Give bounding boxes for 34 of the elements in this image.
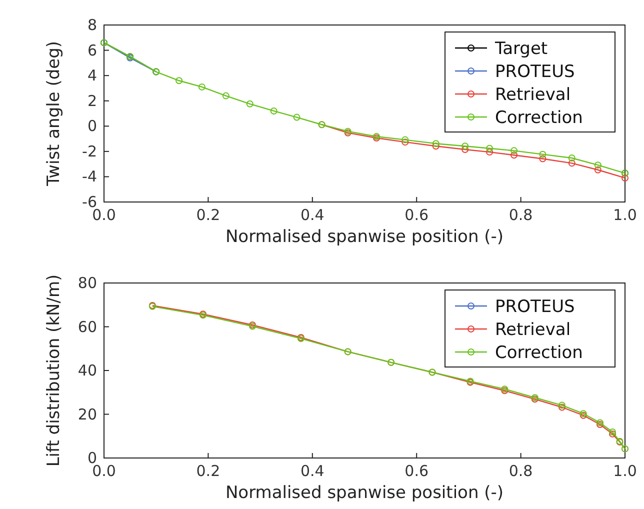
y-tick-label: 2 — [87, 92, 97, 110]
legend-label: Target — [494, 39, 548, 59]
legend-label: PROTEUS — [495, 62, 575, 82]
y-tick-label: 60 — [78, 318, 97, 336]
y-tick-label: 40 — [78, 362, 97, 380]
x-tick-label: 0.6 — [404, 206, 429, 224]
x-axis-title: Normalised spanwise position (-) — [225, 227, 504, 247]
y-tick-label: -2 — [82, 142, 97, 160]
x-tick-label: 0.8 — [508, 206, 533, 224]
x-tick-label: 0.2 — [196, 206, 220, 224]
y-axis-title: Twist angle (deg) — [44, 41, 64, 187]
y-tick-label: -4 — [82, 168, 97, 186]
legend-label: Correction — [495, 343, 583, 363]
x-tick-label: 0.4 — [300, 462, 324, 480]
legend-label: Retrieval — [495, 85, 571, 105]
x-tick-label: 0.0 — [92, 462, 116, 480]
x-tick-label: 0.6 — [404, 462, 429, 480]
legend-label: PROTEUS — [495, 297, 575, 317]
x-tick-label: 1.0 — [613, 462, 637, 480]
x-tick-label: 1.0 — [613, 206, 637, 224]
y-tick-label: 4 — [87, 66, 97, 85]
y-axis-title: Lift distribution (kN/m) — [44, 274, 64, 467]
x-tick-label: 0.2 — [196, 462, 220, 480]
x-tick-label: 0.4 — [300, 206, 324, 224]
y-tick-label: 0 — [87, 117, 97, 136]
x-tick-label: 0.8 — [508, 462, 533, 480]
legend-label: Retrieval — [495, 320, 571, 340]
x-axis-title: Normalised spanwise position (-) — [225, 483, 504, 503]
y-tick-label: 8 — [87, 16, 97, 34]
y-tick-label: 80 — [78, 274, 97, 292]
x-tick-label: 0.0 — [92, 206, 116, 224]
y-tick-label: 20 — [78, 405, 97, 424]
legend-label: Correction — [495, 108, 583, 128]
y-tick-label: 6 — [87, 41, 97, 60]
